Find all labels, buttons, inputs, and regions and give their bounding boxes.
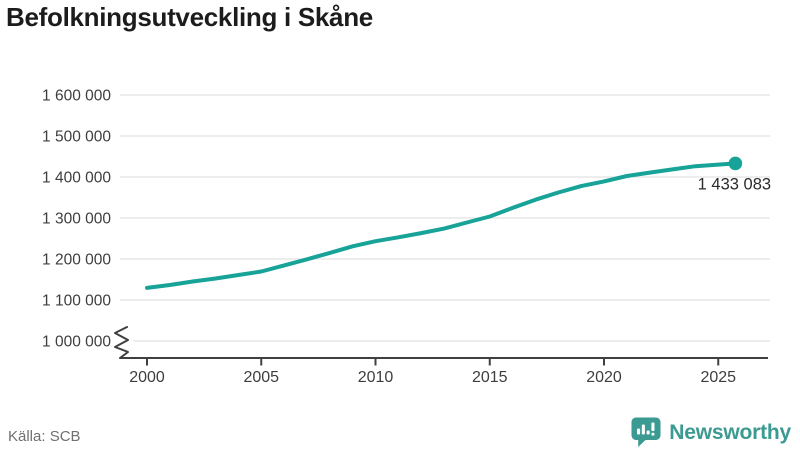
y-tick-label: 1 000 000	[42, 334, 111, 351]
x-tick-label: 2000	[129, 369, 165, 386]
newsworthy-wordmark: Newsworthy	[669, 420, 791, 444]
x-tick-label: 2025	[700, 369, 736, 386]
x-tick-label: 2010	[358, 369, 394, 386]
series-endpoint-dot	[728, 156, 743, 171]
y-tick-label: 1 400 000	[42, 170, 111, 187]
source-note: Källa: SCB	[8, 428, 81, 445]
newsworthy-logo[interactable]: Newsworthy	[631, 417, 791, 448]
x-tick-label: 2020	[586, 369, 622, 386]
y-tick-label: 1 600 000	[42, 88, 111, 105]
chart-title: Befolkningsutveckling i Skåne	[6, 2, 373, 32]
y-tick-label: 1 200 000	[42, 252, 111, 269]
axis-break-icon	[114, 326, 129, 359]
y-tick-label: 1 500 000	[42, 129, 111, 146]
population-series-line	[145, 161, 738, 290]
y-tick-label: 1 300 000	[42, 211, 111, 228]
endpoint-value-label: 1 433 083	[698, 175, 771, 193]
newsworthy-speech-bubble-bar-chart-icon	[631, 417, 661, 447]
x-tick-label: 2005	[243, 369, 279, 386]
y-tick-label: 1 100 000	[42, 293, 111, 310]
x-tick-label: 2015	[472, 369, 508, 386]
